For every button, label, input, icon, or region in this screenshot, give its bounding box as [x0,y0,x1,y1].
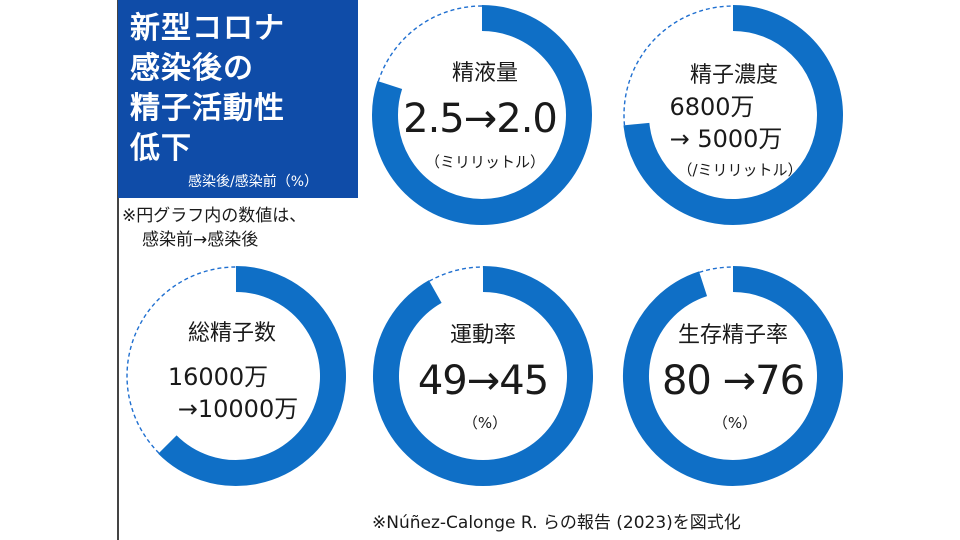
title-subtitle: 感染後/感染前（%） [188,174,319,190]
ring-2-title: 総精子数 [187,321,277,346]
ring-2-after-arc [158,266,346,486]
title-line-4: 低下 [130,131,192,166]
title-panel [118,0,358,198]
ring-0-unit: （ミリリットル） [424,153,546,171]
title-line-2: 感染後の [130,51,254,86]
title-line-1: 新型コロナ [130,11,285,46]
ring-0-title: 精液量 [451,61,519,86]
ring-4-before-remainder [699,266,734,273]
ring-3-title: 運動率 [449,323,517,348]
ring-4-value: 80 →76 [661,358,805,404]
ring-2-value-2: →10000万 [177,395,299,423]
note-line-2: 感染前→感染後 [142,230,259,250]
ring-3-unit: （%） [462,414,508,432]
ring-4-after-arc [623,266,843,486]
ring-4-title: 生存精子率 [677,323,789,348]
ring-1-before-remainder [623,5,734,126]
ring-3-after-arc [373,266,593,486]
source-note: ※Núñez-Calonge R. らの報告 (2023)を図式化 [372,513,741,533]
ring-4-unit: （%） [712,414,758,432]
left-divider [117,0,119,540]
ring-0-after-arc [372,5,592,225]
ring-1-unit: （/ミリリットル） [677,161,803,179]
title-line-3: 精子活動性 [130,91,285,126]
ring-1-title: 精子濃度 [689,63,779,88]
ring-3-before-remainder [428,266,484,282]
ring-1-value: 6800万 [669,93,755,121]
ring-0-value: 2.5→2.0 [403,96,558,142]
ring-3-value: 49→45 [417,358,549,404]
note-line-1: ※円グラフ内の数値は、 [122,206,307,226]
ring-1-value-2: → 5000万 [669,125,783,153]
ring-1-after-arc [623,5,843,225]
ring-2-before-remainder [126,266,237,454]
ring-0-before-remainder [377,5,483,82]
ring-2-value: 16000万 [167,363,269,391]
